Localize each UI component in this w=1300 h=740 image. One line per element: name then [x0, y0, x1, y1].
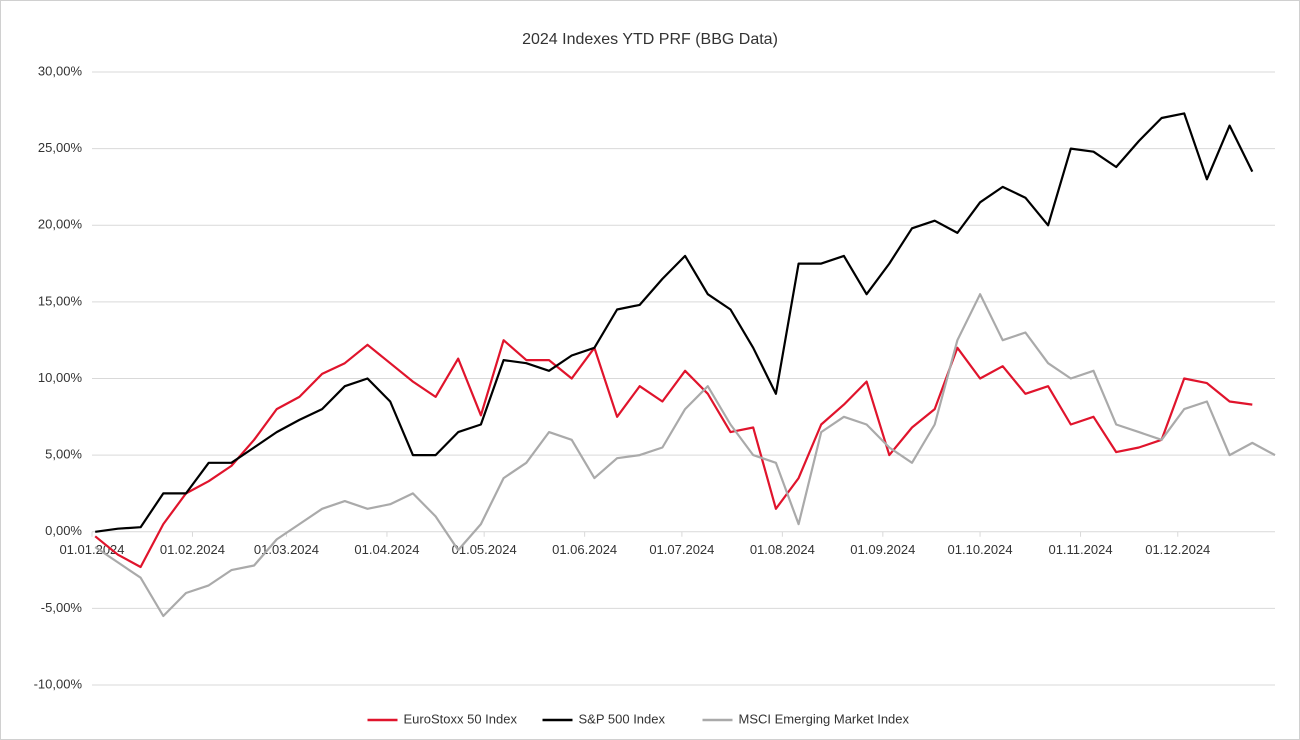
x-tick-label: 01.07.2024	[649, 542, 714, 557]
legend-label: EuroStoxx 50 Index	[404, 711, 518, 726]
series-line	[94, 293, 1276, 618]
y-tick-label: 25,00%	[38, 140, 83, 155]
x-tick-label: 01.09.2024	[850, 542, 915, 557]
series-line	[94, 339, 1253, 569]
x-tick-label: 01.05.2024	[452, 542, 517, 557]
y-tick-label: 10,00%	[38, 370, 83, 385]
y-tick-label: 15,00%	[38, 293, 83, 308]
y-tick-label: -10,00%	[34, 676, 83, 691]
series-line	[95, 112, 1254, 533]
y-tick-label: 20,00%	[38, 217, 83, 232]
x-tick-label: 01.12.2024	[1145, 542, 1210, 557]
y-tick-label: 0,00%	[45, 523, 82, 538]
y-tick-label: 30,00%	[38, 63, 83, 78]
x-tick-label: 01.01.2024	[59, 542, 124, 557]
legend-label: MSCI Emerging Market Index	[739, 711, 910, 726]
chart-title: 2024 Indexes YTD PRF (BBG Data)	[522, 31, 778, 48]
x-tick-label: 01.06.2024	[552, 542, 617, 557]
y-tick-label: 5,00%	[45, 447, 82, 462]
x-tick-label: 01.10.2024	[948, 542, 1013, 557]
x-tick-label: 01.04.2024	[354, 542, 419, 557]
y-tick-label: -5,00%	[41, 600, 83, 615]
x-tick-label: 01.11.2024	[1048, 542, 1112, 557]
legend-label: S&P 500 Index	[579, 711, 666, 726]
x-tick-label: 01.08.2024	[750, 542, 815, 557]
x-tick-label: 01.02.2024	[160, 542, 225, 557]
